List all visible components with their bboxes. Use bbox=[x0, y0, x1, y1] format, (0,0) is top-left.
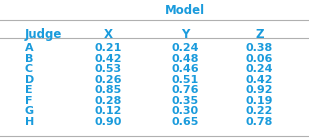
Text: 0.35: 0.35 bbox=[172, 96, 199, 106]
Text: 0.24: 0.24 bbox=[172, 43, 199, 53]
Text: 0.24: 0.24 bbox=[246, 64, 273, 74]
Text: 0.12: 0.12 bbox=[95, 106, 122, 116]
Text: C: C bbox=[25, 64, 33, 74]
Text: A: A bbox=[25, 43, 33, 53]
Text: H: H bbox=[25, 117, 34, 127]
Text: E: E bbox=[25, 85, 32, 95]
Text: Judge: Judge bbox=[25, 28, 62, 41]
Text: 0.90: 0.90 bbox=[95, 117, 122, 127]
Text: 0.48: 0.48 bbox=[172, 54, 199, 64]
Text: 0.92: 0.92 bbox=[246, 85, 273, 95]
Text: F: F bbox=[25, 96, 32, 106]
Text: Model: Model bbox=[165, 4, 205, 17]
Text: 0.53: 0.53 bbox=[95, 64, 122, 74]
Text: X: X bbox=[104, 28, 113, 41]
Text: B: B bbox=[25, 54, 33, 64]
Text: 0.21: 0.21 bbox=[95, 43, 122, 53]
Text: 0.46: 0.46 bbox=[171, 64, 199, 74]
Text: 0.51: 0.51 bbox=[172, 75, 199, 85]
Text: 0.28: 0.28 bbox=[95, 96, 122, 106]
Text: D: D bbox=[25, 75, 34, 85]
Text: 0.65: 0.65 bbox=[172, 117, 199, 127]
Text: 0.42: 0.42 bbox=[95, 54, 122, 64]
Text: Z: Z bbox=[255, 28, 264, 41]
Text: 0.06: 0.06 bbox=[246, 54, 273, 64]
Text: 0.26: 0.26 bbox=[95, 75, 122, 85]
Text: 0.22: 0.22 bbox=[246, 106, 273, 116]
Text: 0.30: 0.30 bbox=[172, 106, 199, 116]
Text: Y: Y bbox=[181, 28, 190, 41]
Text: G: G bbox=[25, 106, 34, 116]
Text: 0.76: 0.76 bbox=[172, 85, 199, 95]
Text: 0.19: 0.19 bbox=[246, 96, 273, 106]
Text: 0.38: 0.38 bbox=[246, 43, 273, 53]
Text: 0.78: 0.78 bbox=[246, 117, 273, 127]
Text: 0.42: 0.42 bbox=[246, 75, 273, 85]
Text: 0.85: 0.85 bbox=[95, 85, 122, 95]
